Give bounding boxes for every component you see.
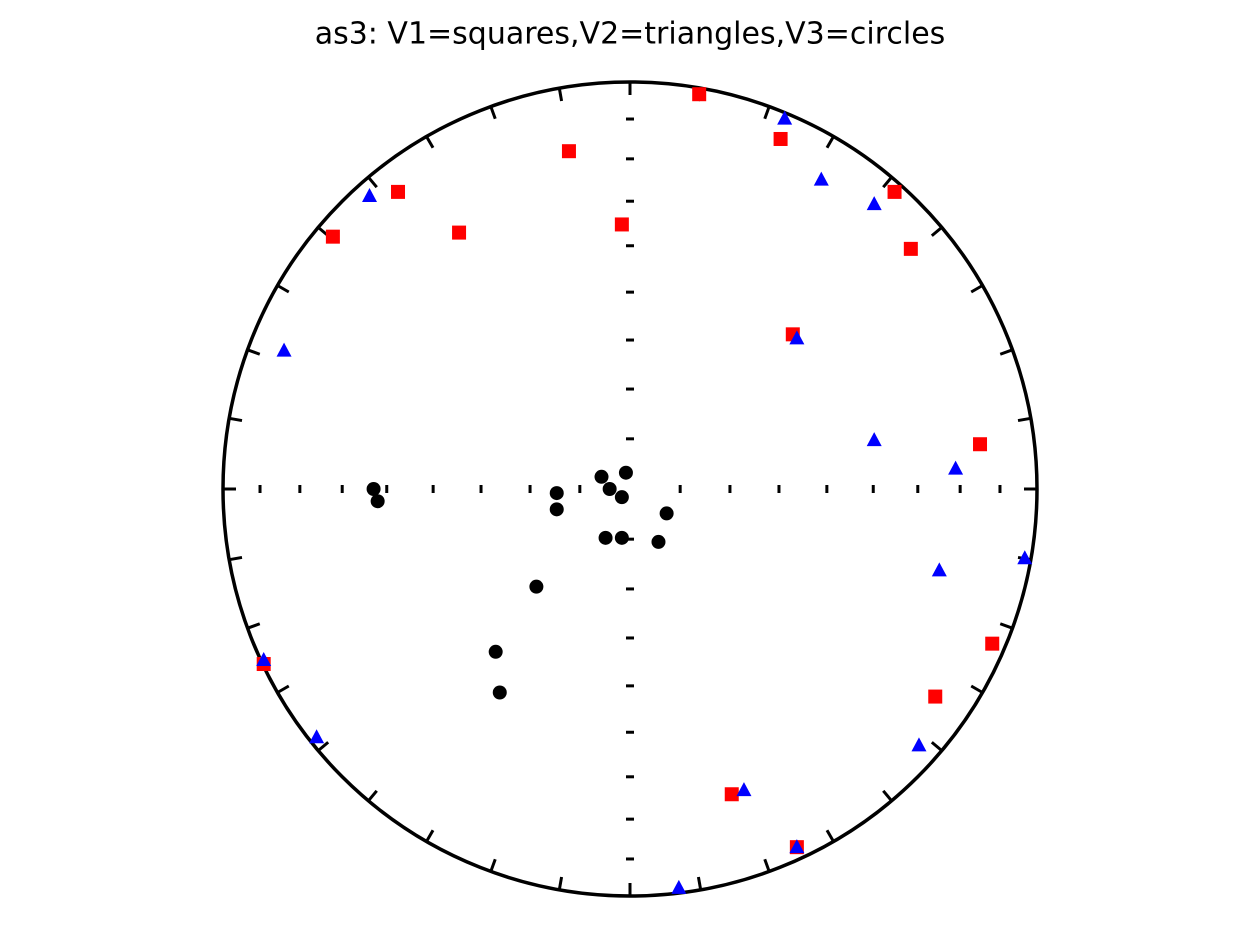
triangle-point	[931, 562, 947, 577]
square-point	[561, 144, 576, 159]
rim-tick	[276, 684, 290, 694]
rim-tick	[763, 106, 771, 120]
square-point	[985, 636, 1000, 651]
rim-tick	[247, 622, 261, 630]
rim-tick	[425, 135, 435, 149]
triangle-point	[948, 460, 964, 475]
rim-tick	[557, 87, 564, 102]
chart-title: as3: V1=squares,V2=triangles,V3=circles	[315, 17, 946, 52]
triangle-point	[362, 187, 378, 202]
rim-tick	[882, 789, 893, 802]
rim-tick	[317, 741, 330, 752]
rim-tick	[825, 135, 835, 149]
net-ticks	[221, 80, 1039, 898]
rim-tick	[489, 858, 497, 872]
circle-point	[614, 490, 629, 505]
square-point	[973, 437, 988, 452]
rim-tick	[557, 876, 564, 891]
circle-point	[598, 530, 613, 545]
circle-point	[618, 465, 633, 480]
rim-tick	[825, 829, 835, 843]
triangle-point	[777, 110, 793, 125]
circle-point	[651, 534, 666, 549]
rim-tick	[696, 876, 703, 891]
triangle-point	[789, 330, 805, 345]
triangle-point	[736, 782, 752, 797]
circle-point	[602, 482, 617, 496]
triangle-point	[789, 839, 805, 854]
plot-area	[256, 87, 1033, 894]
circle-point	[529, 579, 544, 594]
circle-point	[488, 644, 503, 659]
circle-point	[370, 494, 385, 509]
rim-tick	[882, 176, 893, 189]
rim-tick	[425, 829, 435, 843]
rim-tick	[276, 284, 290, 294]
circle-point	[549, 486, 564, 501]
circle-point	[614, 530, 629, 545]
rim-tick	[367, 176, 378, 189]
square-point	[773, 131, 788, 146]
rim-tick	[999, 348, 1013, 356]
square-point	[692, 87, 707, 102]
square-point	[452, 225, 467, 240]
net-circle	[221, 80, 1039, 898]
triangle-point	[276, 342, 292, 357]
rim-tick	[970, 684, 984, 694]
circle-point	[366, 482, 381, 496]
triangle-point	[256, 651, 272, 666]
square-point	[903, 241, 918, 256]
triangle-point	[911, 737, 927, 752]
circle-point	[549, 502, 564, 517]
rim-tick	[228, 416, 243, 423]
triangle-point	[1017, 550, 1033, 565]
rim-tick	[247, 348, 261, 356]
triangle-point	[866, 432, 882, 447]
square-point	[928, 689, 943, 704]
triangle-point	[671, 879, 687, 894]
circle-point	[659, 506, 674, 521]
rim-tick	[970, 284, 984, 294]
square-point	[724, 787, 739, 802]
rim-tick	[489, 106, 497, 120]
triangle-point	[813, 171, 829, 186]
rim-tick	[367, 789, 378, 802]
circle-point	[492, 685, 507, 700]
circle-point	[594, 469, 609, 484]
square-point	[887, 184, 902, 199]
rim-tick	[999, 622, 1013, 630]
rim-tick	[1017, 416, 1032, 423]
square-point	[325, 229, 340, 244]
rim-tick	[763, 858, 771, 872]
square-point	[391, 184, 406, 199]
rim-tick	[228, 555, 243, 562]
square-point	[614, 217, 629, 232]
rim-tick	[930, 741, 943, 752]
triangle-point	[866, 196, 882, 211]
rim-tick	[930, 226, 943, 237]
triangle-point	[309, 729, 325, 744]
